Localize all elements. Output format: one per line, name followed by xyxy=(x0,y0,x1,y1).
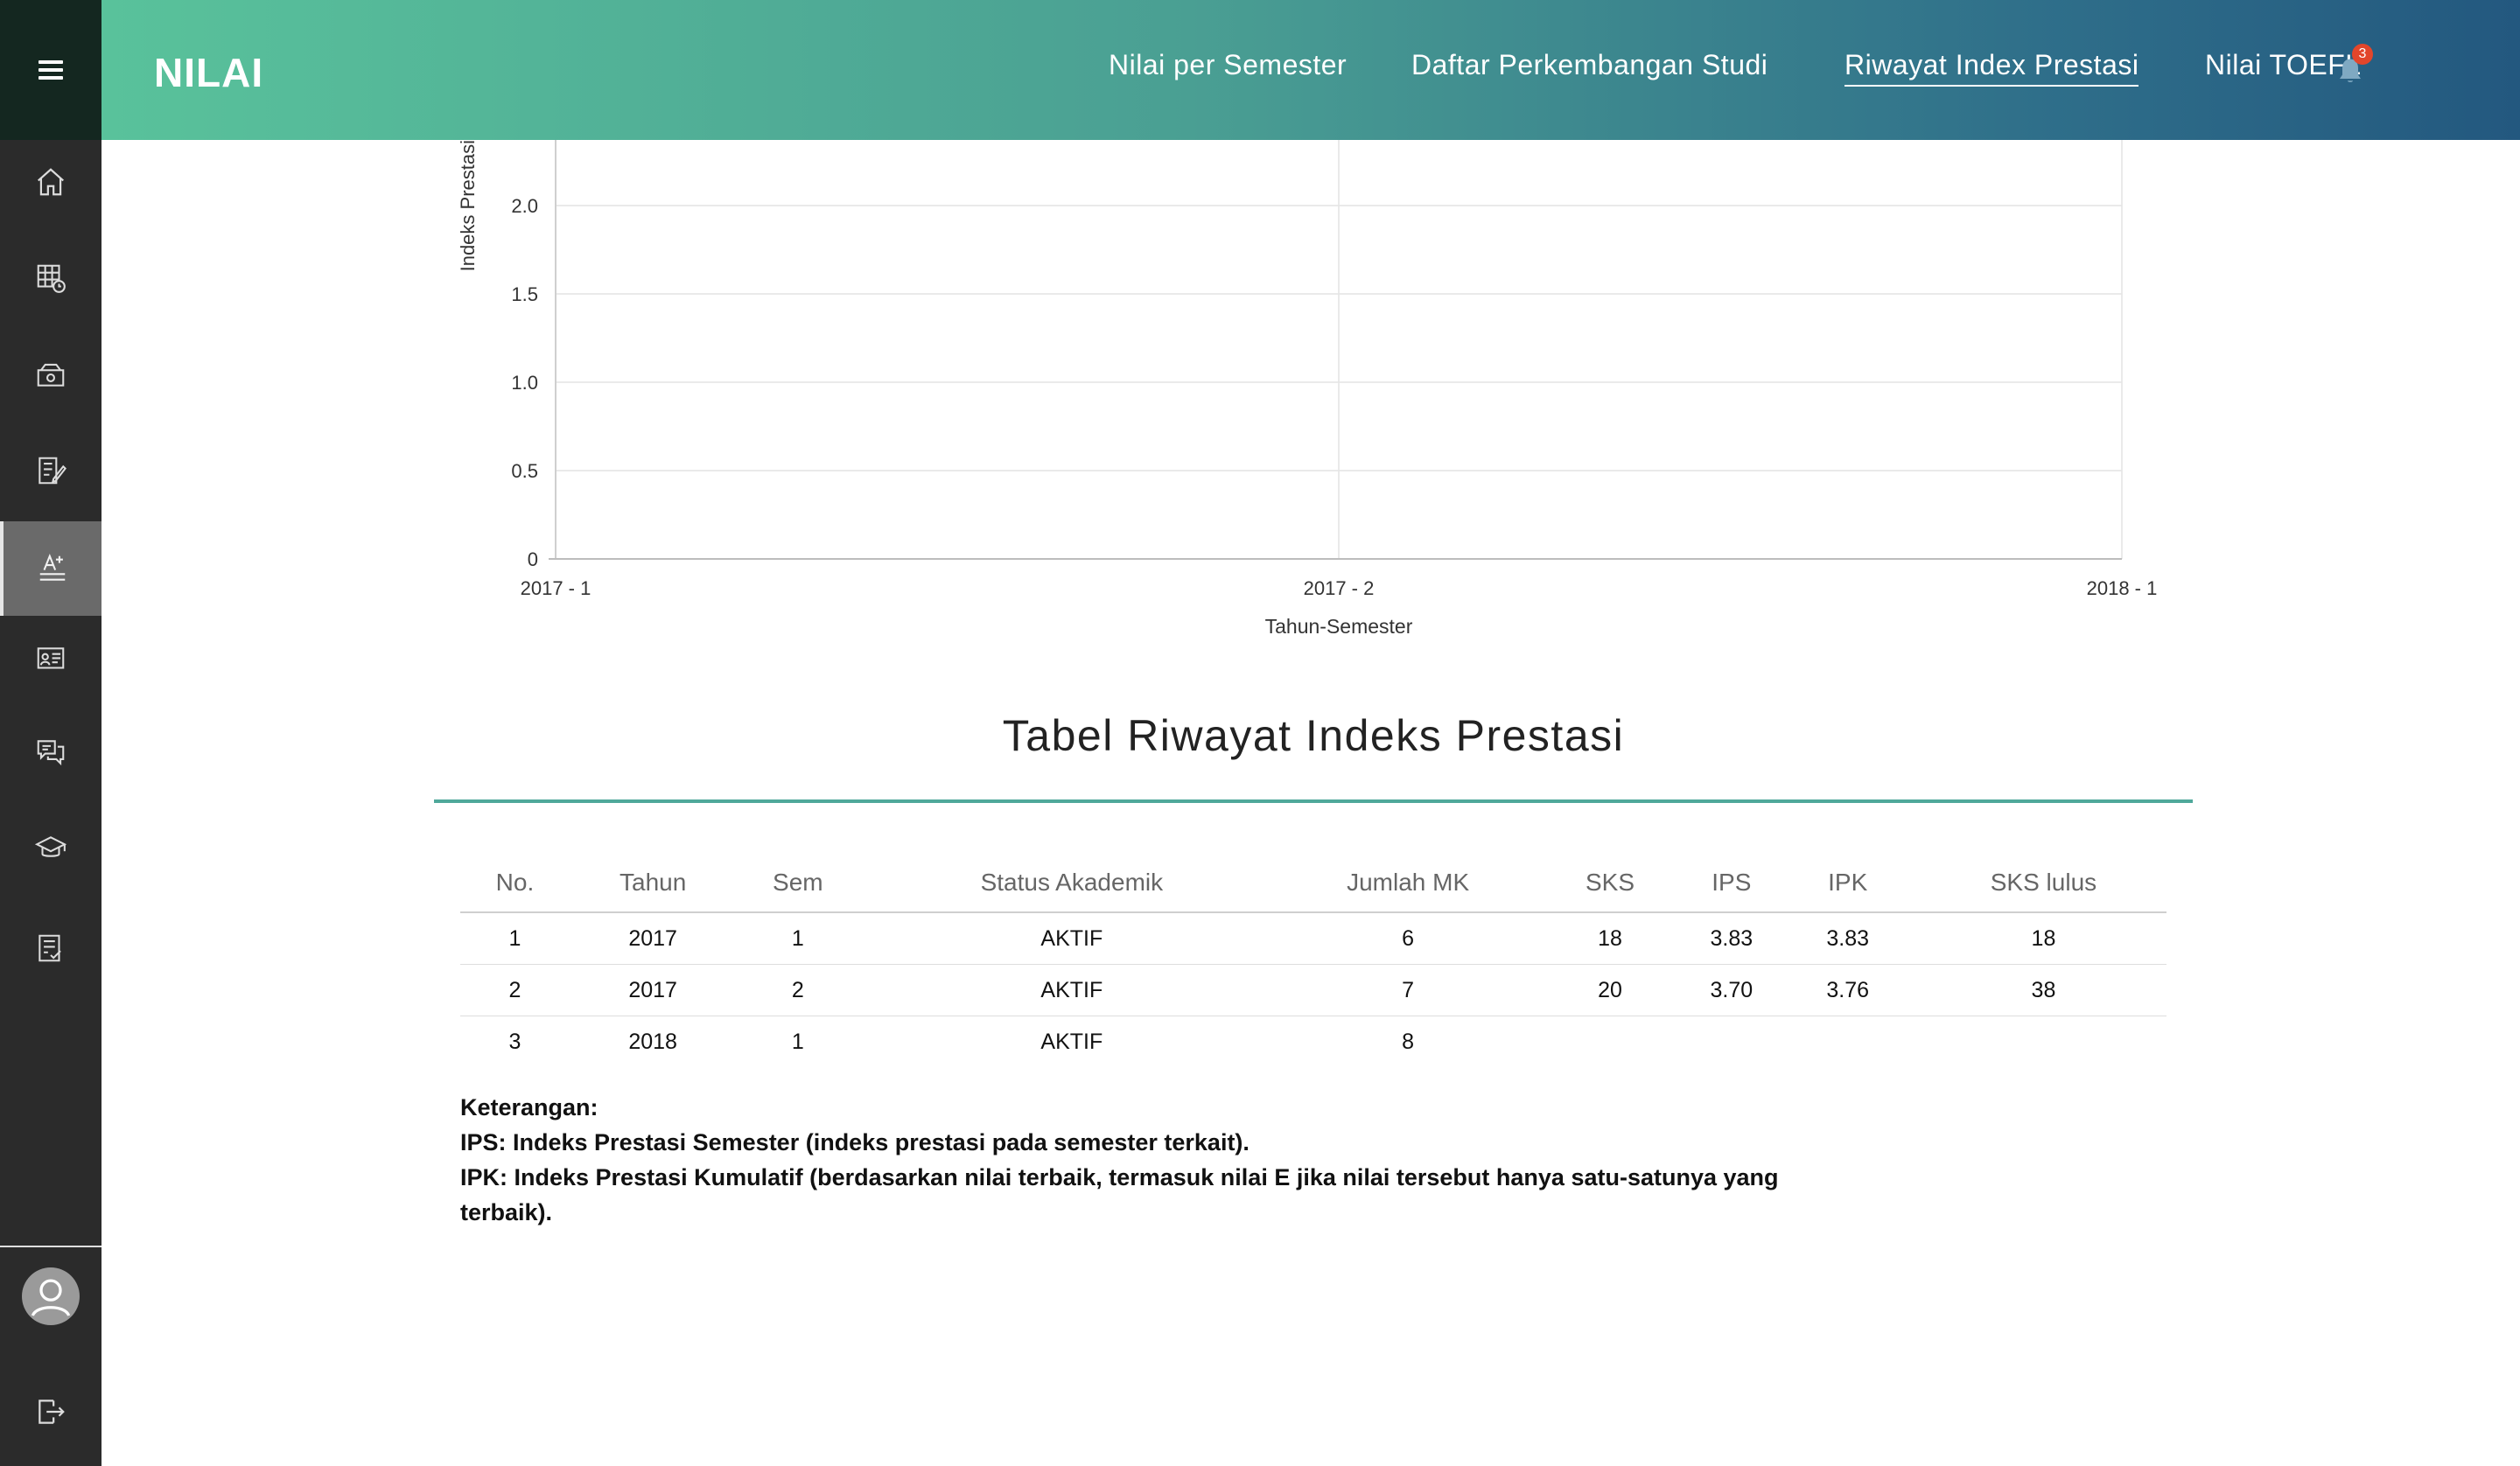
y-axis-label: Indeks Prestasi xyxy=(457,140,479,271)
table-header-row: No. Tahun Sem Status Akademik Jumlah MK … xyxy=(460,854,2166,913)
sidebar-item-finance[interactable] xyxy=(0,327,102,422)
table-cell: 3.76 xyxy=(1774,964,1921,1016)
table-cell: 18 xyxy=(1531,912,1689,965)
table-cell: 1 xyxy=(460,912,570,965)
table-cell: AKTIF xyxy=(859,912,1284,965)
app-title: NILAI xyxy=(154,50,264,95)
title-divider xyxy=(434,799,2193,803)
x-tick-label: 2017 - 1 xyxy=(521,577,592,599)
table-cell: AKTIF xyxy=(1040,1029,1103,1054)
logout-icon xyxy=(38,1400,65,1424)
x-tick-label: 2017 - 2 xyxy=(1304,577,1375,599)
x-tick-label: 2018 - 1 xyxy=(2087,577,2158,599)
notes-line-ips: IPS: Indeks Prestasi Semester (indeks pr… xyxy=(460,1129,1250,1155)
table-cell: 2017 xyxy=(569,912,737,965)
grades-icon xyxy=(39,553,66,581)
graduation-icon xyxy=(34,836,67,857)
tab-riwayat-index-prestasi[interactable]: Riwayat Index Prestasi xyxy=(1844,49,2139,87)
tab-nilai-per-semester[interactable]: Nilai per Semester xyxy=(1109,49,1348,80)
table-cell: 3.70 xyxy=(1688,964,1775,1016)
column-header: IPS xyxy=(1688,854,1775,913)
sidebar-item-chat[interactable] xyxy=(0,705,102,799)
table-title: Tabel Riwayat Indeks Prestasi xyxy=(1002,711,1625,760)
chat-icon xyxy=(37,740,65,766)
table-cell: 7 xyxy=(1284,964,1532,1016)
table-cell: AKTIF xyxy=(859,964,1284,1016)
table-cell: 1 xyxy=(791,1029,804,1054)
table-cell: 3.83 xyxy=(1688,912,1775,965)
table-cell: 2018 xyxy=(628,1029,677,1054)
table-cell: 20 xyxy=(1531,964,1689,1016)
table-row: 2 2017 2 AKTIF 7 20 3.70 3.76 38 xyxy=(460,964,2166,1016)
chart-axes: 0 0.5 1.0 1.5 2.0 2017 - 1 2017 - 2 2018 - 1 xyxy=(511,140,2157,599)
table-cell: 8 xyxy=(1402,1029,1415,1054)
table-row: 3 2018 1 AKTIF 8 xyxy=(460,1016,2166,1068)
top-header: NILAI Nilai per Semester Daftar Perkemba… xyxy=(102,0,2520,140)
y-tick-label: 0 xyxy=(528,548,538,570)
tab-nilai-toefl[interactable]: Nilai TOEFL xyxy=(2205,49,2362,80)
column-header: No. xyxy=(460,854,570,913)
sidebar-item-graduation[interactable] xyxy=(0,801,102,896)
user-avatar-icon xyxy=(22,1267,80,1325)
table-cell: 3 xyxy=(508,1029,522,1054)
column-header: Tahun xyxy=(569,854,737,913)
sidebar-item-home[interactable] xyxy=(0,135,102,229)
notification-bell-icon[interactable] xyxy=(2334,54,2366,87)
tab-daftar-perkembangan-studi[interactable]: Daftar Perkembangan Studi xyxy=(1411,49,1768,80)
ip-history-table: No. Tahun Sem Status Akademik Jumlah MK … xyxy=(460,854,2166,1067)
table-cell: 2017 xyxy=(569,964,737,1016)
logout-button[interactable] xyxy=(0,1365,102,1459)
finance-icon xyxy=(37,363,65,387)
column-header: Status Akademik xyxy=(859,854,1284,913)
notes-title: Keterangan: xyxy=(460,1094,598,1120)
x-axis-label: Tahun-Semester xyxy=(1265,615,1413,638)
user-profile-button[interactable] xyxy=(0,1251,102,1342)
table-cell: 6 xyxy=(1284,912,1532,965)
table-cell xyxy=(1775,1016,1921,1068)
notes-section: Keterangan: IPS: Indeks Prestasi Semeste… xyxy=(460,1090,1808,1230)
notification-badge: 3 xyxy=(2352,44,2373,65)
table-cell: 2 xyxy=(736,964,860,1016)
column-header: IPK xyxy=(1774,854,1921,913)
document-edit-icon xyxy=(38,457,66,485)
column-header: SKS lulus xyxy=(1920,854,2166,913)
table-cell: 38 xyxy=(1920,964,2166,1016)
table-cell: 1 xyxy=(736,912,860,965)
table-cell: 3.83 xyxy=(1774,912,1921,965)
chart-grid xyxy=(556,140,2123,559)
table-row: 1 2017 1 AKTIF 6 18 3.83 3.83 18 xyxy=(460,912,2166,965)
y-tick-label: 0.5 xyxy=(511,460,538,482)
y-tick-label: 1.0 xyxy=(511,372,538,394)
sidebar-item-documents[interactable] xyxy=(0,423,102,518)
sidebar-item-grades[interactable] xyxy=(0,521,102,616)
checklist-icon xyxy=(38,934,61,962)
y-tick-label: 2.0 xyxy=(511,195,538,217)
sidebar xyxy=(0,0,102,1466)
sidebar-divider xyxy=(0,1246,102,1247)
column-header: Jumlah MK xyxy=(1284,854,1532,913)
menu-toggle-button[interactable] xyxy=(0,0,102,140)
sidebar-item-presentation[interactable] xyxy=(0,612,102,707)
table-cell: 2 xyxy=(460,964,570,1016)
table-cell: 18 xyxy=(1920,912,2166,965)
home-icon xyxy=(38,168,64,196)
column-header: SKS xyxy=(1531,854,1689,913)
ip-history-chart: 0 0.5 1.0 1.5 2.0 2017 - 1 2017 - 2 2018 - 1 In… xyxy=(457,140,2157,638)
sidebar-item-schedule[interactable] xyxy=(0,231,102,325)
presentation-icon xyxy=(37,647,65,669)
table-cell xyxy=(1688,1016,1774,1068)
column-header: Sem xyxy=(736,854,860,913)
table-cell xyxy=(1921,1016,2166,1068)
sidebar-item-checklist[interactable] xyxy=(0,901,102,995)
y-tick-label: 1.5 xyxy=(511,283,538,305)
hamburger-icon xyxy=(38,60,63,80)
notes-line-ipk: IPK: Indeks Prestasi Kumulatif (berdasar… xyxy=(460,1164,1779,1225)
table-cell xyxy=(1532,1016,1688,1068)
schedule-icon xyxy=(37,264,66,293)
